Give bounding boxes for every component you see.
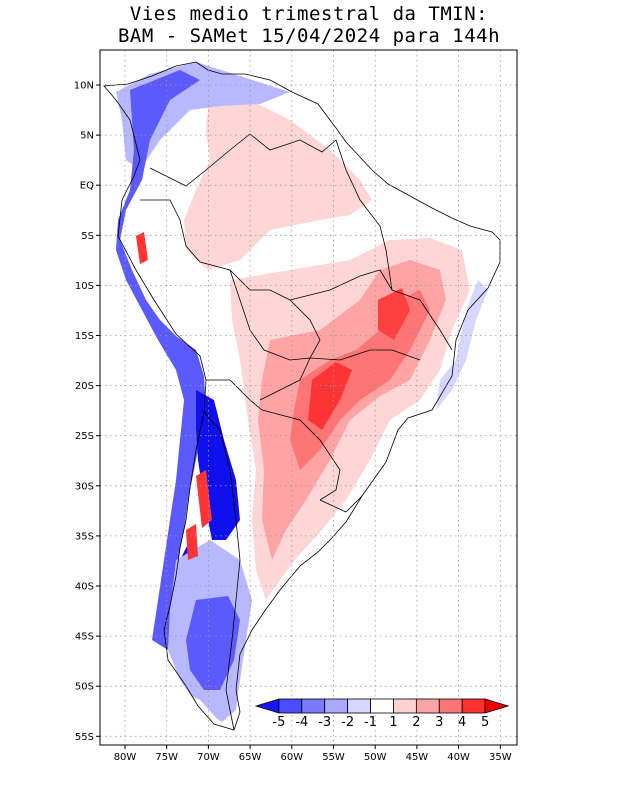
map-title-line2: BAM - SAMet 15/04/2024 para 144h — [117, 25, 501, 47]
colorbar-label: 2 — [412, 715, 420, 730]
lon-label: 75W — [155, 752, 178, 763]
lat-label: 40S — [75, 582, 94, 593]
colorbar-label: 1 — [389, 715, 397, 730]
colorbar-segment — [301, 698, 326, 714]
lon-label: 40W — [447, 752, 470, 763]
colorbar-label: -5 — [272, 715, 285, 730]
lon-label: 60W — [280, 752, 303, 763]
lat-label: 10N — [74, 81, 94, 92]
lat-label: 35S — [75, 531, 94, 542]
latitude-labels: 10N 5N EQ 5S 10S 15S 20S 25S 30S 35S 40S 45S 50S 55S — [74, 81, 100, 743]
colorbar-segment — [324, 698, 349, 714]
lon-label: 35W — [489, 752, 512, 763]
colorbar-label: 4 — [458, 715, 466, 730]
lon-label: 45W — [406, 752, 429, 763]
colorbar-label: -1 — [364, 715, 377, 730]
colorbar-label: 3 — [435, 715, 443, 730]
lat-label: EQ — [80, 181, 94, 192]
cold-bias-andes-north — [116, 70, 206, 650]
cold-bias-southern-tip — [172, 690, 234, 736]
colorbar-segment — [393, 698, 417, 714]
lat-label: 5S — [81, 231, 94, 242]
lat-label: 10S — [75, 281, 94, 292]
lon-label: 65W — [239, 752, 262, 763]
colorbar-segment — [415, 698, 440, 714]
map-grid — [100, 50, 517, 745]
lat-label: 20S — [75, 381, 94, 392]
longitude-labels: 80W 75W 70W 65W 60W 55W 50W 45W 40W 35W — [114, 745, 512, 763]
lat-label: 55S — [75, 732, 94, 743]
warm-bias-andes-spot-1 — [136, 232, 148, 264]
lat-label: 5N — [80, 131, 94, 142]
colorbar-arrow-right — [484, 698, 510, 714]
country-borders — [103, 61, 501, 731]
warm-bias-andes-spot-3 — [186, 524, 198, 560]
lon-label: 55W — [322, 752, 345, 763]
colorbar-label: -4 — [295, 715, 308, 730]
colorbar: -5 -4 -3 -2 -1 1 2 3 4 5 — [254, 698, 510, 730]
warm-bias-core — [308, 362, 352, 430]
colorbar-segment — [461, 698, 486, 714]
colorbar-segment — [278, 698, 303, 714]
lat-label: 45S — [75, 632, 94, 643]
map-title-line1: Vies medio trimestral da TMIN: — [129, 3, 489, 25]
colorbar-label: 5 — [481, 715, 489, 730]
colorbar-label: -2 — [341, 715, 354, 730]
colorbar-label: -3 — [318, 715, 331, 730]
colorbar-segment — [347, 698, 371, 714]
colorbar-segment — [438, 698, 463, 714]
cold-bias-east-coast — [436, 280, 488, 410]
colorbar-segment — [370, 698, 394, 714]
lat-label: 15S — [75, 331, 94, 342]
map-frame — [99, 49, 518, 746]
lon-label: 70W — [197, 752, 220, 763]
lon-label: 50W — [364, 752, 387, 763]
warm-bias-andes-spot-2 — [196, 470, 212, 528]
cold-bias-patagonia-strong — [186, 596, 240, 690]
lat-label: 30S — [75, 481, 94, 492]
lon-label: 80W — [114, 752, 137, 763]
lat-label: 25S — [75, 431, 94, 442]
warm-bias-core-east — [378, 288, 410, 340]
lat-label: 50S — [75, 682, 94, 693]
